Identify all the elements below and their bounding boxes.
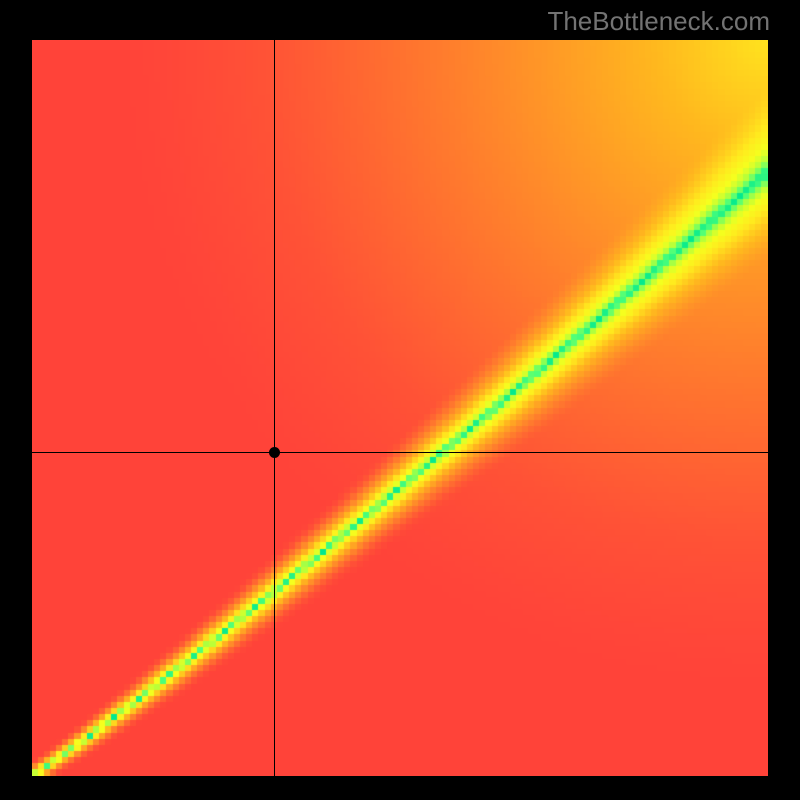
chart-frame: TheBottleneck.com [0,0,800,800]
crosshair-horizontal [32,452,768,453]
crosshair-vertical [274,40,275,776]
crosshair-marker [269,447,280,458]
watermark-text: TheBottleneck.com [547,6,770,37]
heatmap-canvas [32,40,768,776]
